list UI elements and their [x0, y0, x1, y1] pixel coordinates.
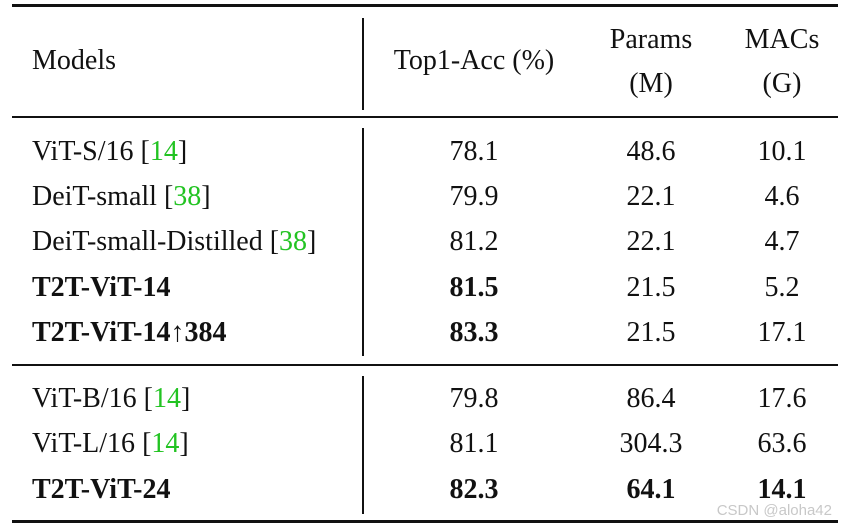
- top1-value: 79.8: [449, 383, 499, 414]
- column-divider: [362, 376, 364, 514]
- top-rule: [12, 4, 838, 7]
- params-value: 48.6: [626, 136, 676, 167]
- citation-link[interactable]: 14: [149, 136, 178, 167]
- top1-value: 83.3: [449, 317, 499, 348]
- header-models: Models: [32, 45, 116, 76]
- header-params: Params (M): [610, 18, 692, 106]
- macs-value: 4.7: [764, 226, 800, 257]
- model-name: ViT-S/16 [14]: [32, 136, 188, 167]
- header-top1-acc: Top1-Acc (%): [393, 45, 555, 76]
- model-name: ViT-B/16 [14]: [32, 383, 191, 414]
- column-divider: [362, 128, 364, 356]
- column-divider: [362, 18, 364, 110]
- header-params-line2: (M): [629, 68, 673, 99]
- params-value: 21.5: [626, 317, 676, 348]
- params-value: 64.1: [626, 474, 676, 505]
- group-rule: [12, 364, 838, 366]
- macs-value: 17.1: [757, 317, 807, 348]
- header-macs: MACs (G): [745, 18, 820, 106]
- header-rule: [12, 116, 838, 118]
- bottom-rule: [12, 520, 838, 523]
- top1-value: 82.3: [449, 474, 499, 505]
- params-value: 22.1: [626, 181, 676, 212]
- macs-value: 10.1: [757, 136, 807, 167]
- watermark: CSDN @aloha42: [716, 502, 832, 519]
- header-params-line1: Params: [609, 24, 693, 55]
- macs-value: 63.6: [757, 428, 807, 459]
- params-value: 86.4: [626, 383, 676, 414]
- params-value: 304.3: [619, 428, 683, 459]
- top1-value: 81.1: [449, 428, 499, 459]
- params-value: 22.1: [626, 226, 676, 257]
- citation-link[interactable]: 14: [152, 383, 181, 414]
- macs-value: 17.6: [757, 383, 807, 414]
- top1-value: 81.5: [449, 272, 499, 303]
- params-value: 21.5: [626, 272, 676, 303]
- model-name: T2T-ViT-24: [32, 474, 171, 505]
- model-name: T2T-ViT-14: [32, 272, 171, 303]
- header-macs-line1: MACs: [744, 24, 820, 55]
- model-name: DeiT-small-Distilled [38]: [32, 226, 317, 257]
- macs-value: 5.2: [764, 272, 800, 303]
- citation-link[interactable]: 14: [151, 428, 180, 459]
- citation-link[interactable]: 38: [173, 181, 202, 212]
- model-name: DeiT-small [38]: [32, 181, 211, 212]
- header-macs-line2: (G): [762, 68, 802, 99]
- top1-value: 79.9: [449, 181, 499, 212]
- model-name: ViT-L/16 [14]: [32, 428, 189, 459]
- macs-value: 4.6: [764, 181, 800, 212]
- macs-value: 14.1: [757, 474, 807, 505]
- top1-value: 78.1: [449, 136, 499, 167]
- top1-value: 81.2: [449, 226, 499, 257]
- citation-link[interactable]: 38: [279, 226, 308, 257]
- model-name: T2T-ViT-14↑384: [32, 317, 227, 348]
